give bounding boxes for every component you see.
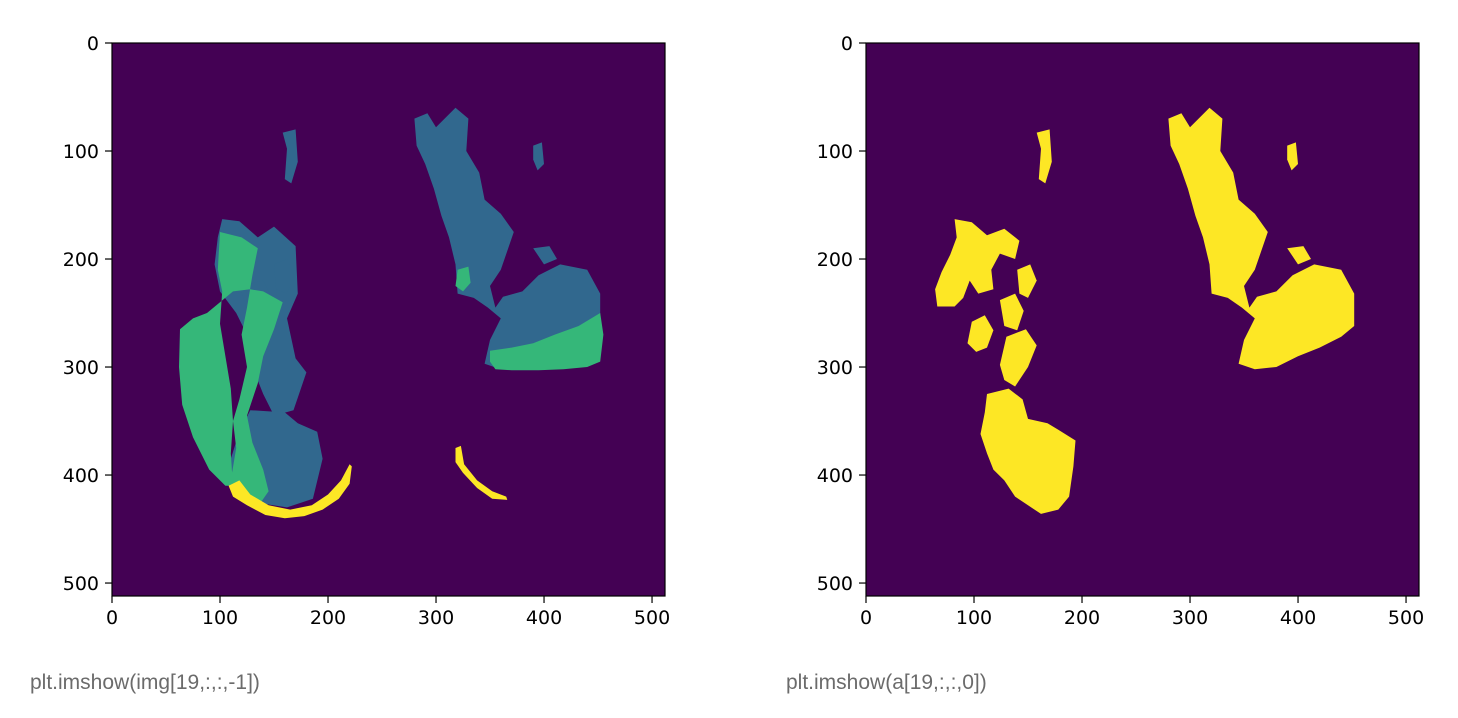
x-tick-label: 200 [310,607,346,629]
axes-frame [111,42,666,597]
y-tick-label: 0 [841,33,853,55]
mask-region-9 [1287,246,1311,265]
mask-region-12 [455,445,508,500]
x-tick-label: 400 [526,607,562,629]
axes-frame [865,42,1420,597]
y-tick-label: 500 [63,573,99,595]
mask-region-4 [967,315,994,352]
caption-right: plt.imshow(a[19,:,:,0]) [786,671,987,694]
y-tick-label: 500 [817,573,853,595]
mask-region-6 [533,142,544,171]
mask-region-9 [490,313,604,371]
mask-region-5 [414,107,601,370]
y-tick-label: 100 [63,141,99,163]
x-tick-label: 100 [956,607,992,629]
x-tick-label: 300 [1172,607,1208,629]
x-tick-label: 100 [202,607,238,629]
mask-region-10 [455,266,471,292]
x-tick-label: 300 [418,607,454,629]
mask-region-1 [935,219,1020,307]
mask-region-7 [533,246,557,265]
mask-region-11 [228,464,352,519]
mask-region-0 [282,129,298,184]
x-tick-label: 200 [1064,607,1100,629]
imshow-plot-right: 0 100 200 300 400 500 0 100 200 300 400 500 [817,33,1424,629]
mask-region-7 [1168,107,1355,370]
mask-region-0 [1036,129,1052,184]
x-tick-label: 400 [1280,607,1316,629]
x-tick-label: 500 [1388,607,1424,629]
mask-region-8 [1287,142,1298,171]
mask-region-3 [274,259,294,294]
y-tick-label: 200 [63,249,99,271]
y-tick-label: 400 [63,465,99,487]
x-tick-label: 0 [106,607,118,629]
y-tick-label: 100 [817,141,853,163]
mask-region-2 [1017,264,1037,298]
caption-left: plt.imshow(img[19,:,:,-1]) [30,671,260,694]
mask-region-8 [179,232,283,502]
y-tick-label: 400 [817,465,853,487]
imshow-plot-left: 0 100 200 300 400 500 0 100 200 300 400 500 [63,33,670,629]
mask-region-5 [999,329,1037,387]
y-tick-label: 300 [63,357,99,379]
y-tick-label: 300 [817,357,853,379]
mask-region-6 [980,388,1076,514]
mask-region-3 [999,293,1024,331]
x-tick-label: 0 [860,607,872,629]
x-tick-label: 500 [634,607,670,629]
y-tick-label: 0 [87,33,99,55]
y-tick-label: 200 [817,249,853,271]
